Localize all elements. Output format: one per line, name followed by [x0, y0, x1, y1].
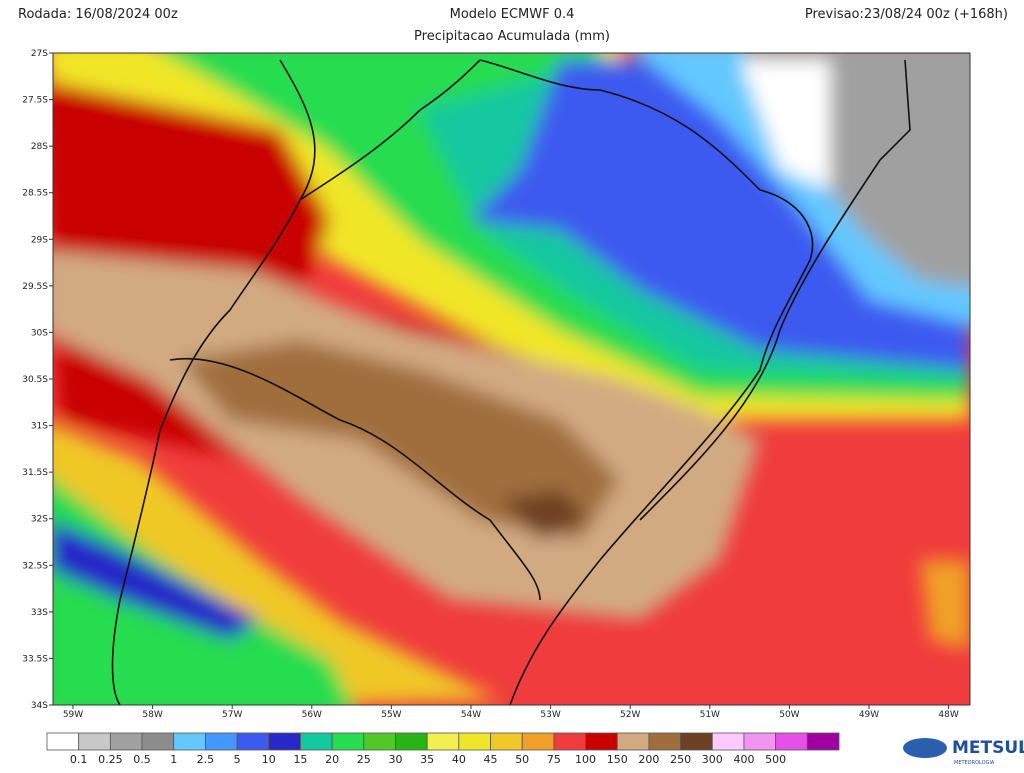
colorbar-box: [46, 732, 80, 751]
colorbar-label: 300: [702, 753, 723, 766]
lat-label: 31S: [31, 422, 48, 432]
colorbar-label: 5: [234, 753, 241, 766]
model-title: Modelo ECMWF 0.4: [450, 7, 575, 22]
colorbar-label: 150: [607, 753, 628, 766]
lon-label: 59W: [63, 710, 83, 720]
lat-label: 33.5S: [22, 654, 48, 664]
colorbar-box: [616, 732, 650, 751]
colorbar-box: [204, 732, 238, 751]
lat-label: 27S: [31, 49, 48, 59]
colorbar-box: [173, 732, 206, 751]
colorbar-box: [585, 732, 618, 751]
colorbar-label: 25: [357, 753, 371, 766]
colorbar-box: [743, 732, 777, 751]
product-subtitle: Precipitacao Acumulada (mm): [414, 29, 610, 44]
colorbar-label: 250: [670, 753, 691, 766]
lat-label: 30.5S: [22, 375, 48, 385]
colorbar-label: 30: [388, 753, 402, 766]
lon-label: 49W: [859, 710, 879, 720]
colorbar-box: [711, 732, 745, 751]
lon-label: 54W: [461, 710, 481, 720]
colorbar-box: [363, 732, 396, 751]
colorbar-label: 200: [638, 753, 659, 766]
lon-label: 51W: [700, 710, 720, 720]
lat-label: 29.5S: [22, 282, 48, 292]
lon-label: 48W: [938, 710, 958, 720]
forecast-label: Previsao:23/08/24 00z (+168h): [805, 7, 1008, 22]
logo: METSUL METEOROLOGIA: [903, 738, 1024, 766]
colorbar-label: 0.25: [98, 753, 123, 766]
lat-label: 31.5S: [22, 468, 48, 478]
colorbar-box: [268, 732, 301, 751]
logo-name: METSUL: [952, 738, 1024, 758]
colorbar-box: [426, 732, 460, 751]
colorbar-label: 20: [325, 753, 339, 766]
colorbar-box: [648, 732, 681, 751]
lon-label: 50W: [779, 710, 799, 720]
colorbar-label: 0.5: [133, 753, 151, 766]
colorbar-box: [458, 732, 491, 751]
colorbar-box: [395, 732, 428, 751]
colorbar-label: 0.1: [70, 753, 88, 766]
colorbar-label: 400: [733, 753, 754, 766]
colorbar-box: [680, 732, 713, 751]
colorbar-label: 50: [515, 753, 529, 766]
colorbar-box: [300, 732, 333, 751]
colorbar-box: [553, 732, 586, 751]
colorbar-label: 2.5: [197, 753, 215, 766]
colorbar-label: 100: [575, 753, 596, 766]
colorbar-box: [236, 732, 270, 751]
run-label: Rodada: 16/08/2024 00z: [18, 7, 178, 22]
colorbar-box: [78, 732, 111, 751]
logo-globe: [903, 738, 947, 758]
lat-label: 28S: [31, 142, 48, 152]
lon-label: 52W: [620, 710, 640, 720]
lat-label: 27.5S: [22, 96, 48, 106]
colorbar-label: 1: [170, 753, 177, 766]
lat-label: 32.5S: [22, 561, 48, 571]
lon-label: 55W: [381, 710, 401, 720]
colorbar-label: 35: [420, 753, 434, 766]
colorbar-box: [806, 732, 840, 751]
colorbar-box: [141, 732, 175, 751]
colorbar-label: 75: [547, 753, 561, 766]
lon-label: 58W: [142, 710, 162, 720]
lat-label: 30S: [31, 328, 48, 338]
lon-label: 53W: [540, 710, 560, 720]
colorbar-label: 40: [452, 753, 466, 766]
boundaries: [111, 59, 911, 705]
colorbar-label: 10: [262, 753, 276, 766]
lat-label: 32S: [31, 515, 48, 525]
logo-tagline: METEOROLOGIA: [954, 760, 995, 766]
colorbar-box: [109, 732, 143, 751]
colorbar-label: 15: [293, 753, 307, 766]
lat-label: 28.5S: [22, 189, 48, 199]
colorbar-box: [331, 732, 365, 751]
precip-field: [53, 53, 970, 705]
lon-label: 57W: [222, 710, 242, 720]
colorbar-label: 45: [484, 753, 498, 766]
colorbar-box: [521, 732, 555, 751]
axis-ticks: 27S 27.5S 28S 28.5S 29S 29.5S 30S 30.5S 31S 31.5S…: [22, 49, 959, 720]
colorbar-box: [490, 732, 523, 751]
lat-label: 33S: [31, 608, 48, 618]
colorbar-label: 500: [765, 753, 786, 766]
colorbar-box: [775, 732, 808, 751]
colorbar: 0.1 0.25 0.5 1 2.5 5 10 15 20 25 30 35 40 45 50 75 100 15…: [46, 732, 840, 766]
lat-label: 34S: [31, 701, 48, 711]
lon-label: 56W: [302, 710, 322, 720]
lat-label: 29S: [31, 235, 48, 245]
